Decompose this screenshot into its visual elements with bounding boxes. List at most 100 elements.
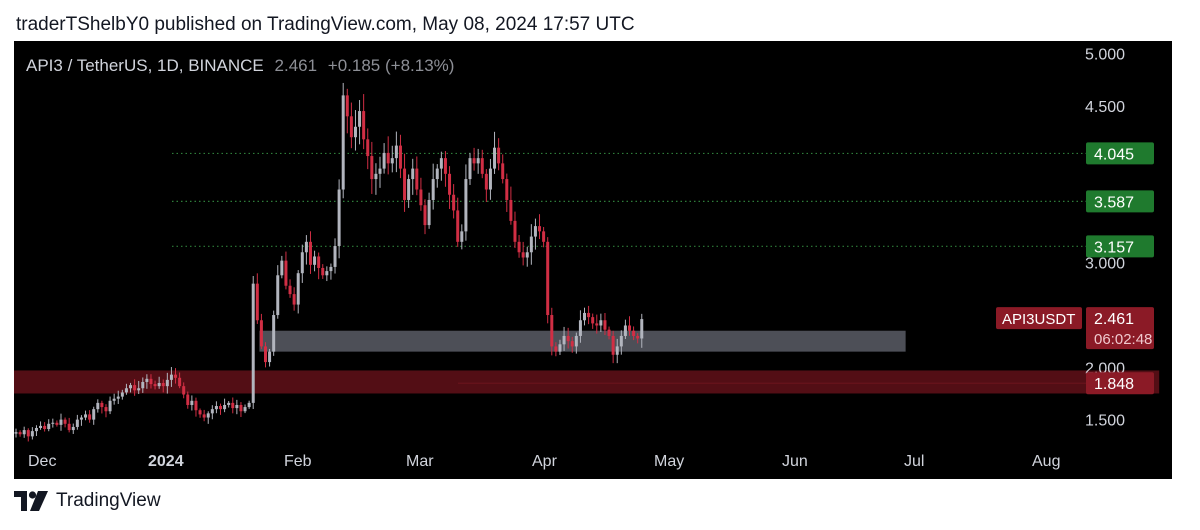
candle: [591, 313, 595, 329]
candle-body: [570, 341, 574, 347]
chart-panel[interactable]: 5.000 4.500 3.000 2.000 1.500 Dec 2024 Feb Mar A…: [14, 41, 1172, 479]
candle: [124, 383, 128, 395]
candle: [411, 158, 415, 195]
candle-body: [636, 335, 640, 339]
candle: [263, 342, 267, 368]
candle-body: [632, 330, 636, 336]
y-tick-label: 1.500: [1085, 413, 1125, 430]
candle-body: [353, 126, 357, 138]
candle-body: [34, 427, 38, 432]
price-badge-bg: [1086, 307, 1154, 350]
candle-body: [599, 320, 603, 326]
candle: [403, 153, 407, 212]
price-badge-text: 2.461: [1094, 311, 1134, 328]
candle: [178, 372, 182, 389]
candle: [521, 241, 525, 266]
candle-body: [587, 312, 591, 318]
candle-body: [112, 398, 116, 401]
candle-body: [169, 374, 173, 380]
candle-body: [174, 374, 178, 378]
zone-support: [259, 330, 906, 352]
candle-body: [546, 241, 550, 316]
candle: [607, 326, 611, 340]
candle: [161, 379, 165, 393]
candle-body: [104, 407, 108, 412]
candle-body: [362, 111, 366, 140]
candle-body: [615, 346, 619, 355]
candle: [538, 214, 542, 240]
candle: [219, 403, 222, 415]
candle: [259, 313, 263, 350]
candle: [390, 145, 394, 173]
candle-body: [214, 406, 218, 410]
candle-body: [219, 406, 222, 410]
candle: [51, 418, 55, 428]
candle-body: [71, 426, 75, 431]
candle: [558, 339, 562, 355]
candle-body: [423, 205, 427, 226]
candle: [562, 326, 566, 351]
level-badge-text: 1.848: [1094, 376, 1134, 393]
x-tick-label: Jul: [904, 453, 924, 470]
candle: [292, 287, 296, 311]
x-tick-label: Feb: [284, 453, 312, 470]
level-badge-bg: [1086, 190, 1154, 213]
candle: [509, 186, 513, 225]
candle-body: [22, 430, 26, 435]
candle-body: [558, 344, 562, 352]
candle: [460, 224, 464, 250]
candle-body: [92, 409, 96, 420]
candle-body: [268, 351, 272, 363]
candle: [190, 395, 194, 411]
candle: [517, 235, 521, 258]
candle-body: [206, 413, 210, 418]
candle-body: [439, 158, 443, 169]
candle: [47, 419, 51, 432]
candle: [317, 252, 321, 280]
candle: [194, 397, 198, 417]
candle: [448, 166, 452, 209]
candle-body: [550, 315, 554, 347]
candle-body: [484, 173, 488, 190]
candle-body: [18, 432, 22, 435]
level-badge-1: 3.587: [1086, 190, 1154, 213]
candle: [398, 134, 402, 179]
candle: [542, 227, 546, 248]
candle-body: [386, 152, 390, 164]
candle: [623, 319, 627, 339]
candle-body: [165, 379, 169, 387]
candle: [255, 273, 259, 324]
candle: [378, 156, 382, 188]
candle-body: [378, 168, 382, 174]
candle-body: [259, 320, 263, 347]
candle-body: [370, 156, 374, 180]
candle-body: [591, 317, 595, 324]
candle: [112, 393, 116, 405]
candle-body: [574, 335, 578, 347]
candle: [611, 330, 615, 364]
candle: [619, 330, 623, 355]
candle-body: [75, 419, 79, 427]
candle-body: [129, 385, 133, 389]
candle-body: [67, 423, 71, 431]
tradingview-footer[interactable]: TradingView: [14, 490, 161, 512]
candle-body: [296, 273, 300, 305]
candle: [419, 177, 423, 211]
candle-body: [84, 414, 88, 418]
candle-body: [374, 173, 378, 180]
candle-body: [227, 402, 231, 405]
candle-body: [419, 189, 423, 206]
candle: [169, 367, 173, 387]
candle: [288, 279, 292, 298]
candle: [435, 164, 439, 188]
candle-body: [231, 402, 235, 409]
candle-body: [43, 425, 47, 430]
candle-body: [468, 158, 472, 180]
candle: [493, 131, 497, 174]
candle-body: [460, 231, 464, 242]
candle-body: [623, 325, 627, 336]
candle-body: [153, 384, 157, 387]
candle-body: [39, 425, 43, 428]
candle-body: [562, 335, 566, 345]
